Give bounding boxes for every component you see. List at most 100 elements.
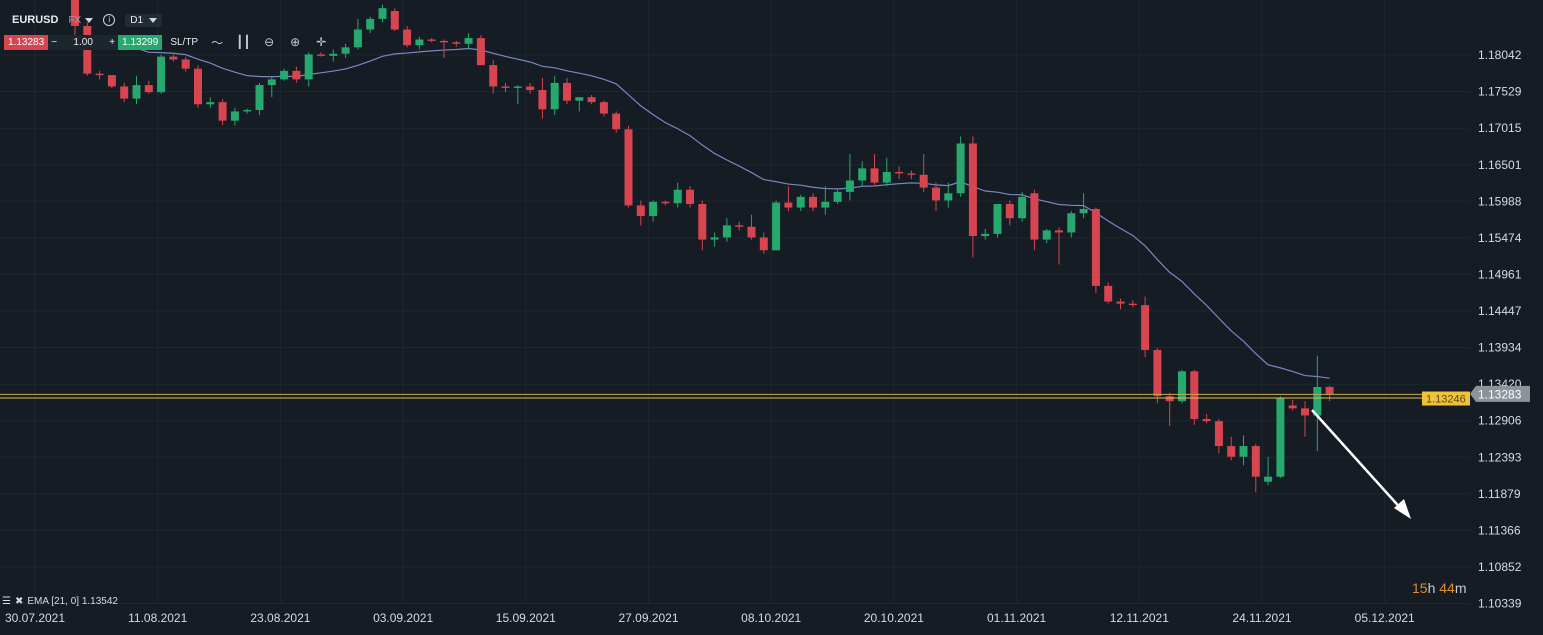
trend-arrow[interactable] [1311,409,1405,513]
candle-body [452,42,461,44]
ask-price-label: 1.13246 [1426,394,1466,406]
candle-body [895,171,904,174]
y-tick-label: 1.13934 [1478,341,1522,355]
candle [366,16,375,34]
candle-body [649,201,658,217]
candles-icon[interactable]: ┃┃ [236,35,251,49]
candle-body [341,47,350,54]
candle [1030,189,1039,251]
candle-body [735,225,744,227]
candle-body [1116,301,1125,304]
candle [833,189,842,204]
x-tick-label: 05.12.2021 [1355,611,1415,625]
candle [895,166,904,180]
y-tick-label: 1.10852 [1478,560,1522,574]
candle [95,70,104,80]
candles [71,0,1334,493]
candle-body [772,202,781,251]
candle [563,77,571,105]
candle-body [464,38,473,44]
info-icon[interactable]: i [103,14,116,26]
candle-body [440,40,448,43]
candle-body [612,113,621,130]
candle [1005,200,1014,226]
candle-body [1202,419,1211,422]
chevron-down-icon[interactable] [85,17,94,23]
candle-body [120,86,129,99]
line-chart-icon[interactable]: 〜 [211,35,224,50]
candle [353,18,362,50]
candle [476,35,485,66]
candle [710,232,719,247]
x-tick-label: 11.08.2021 [128,611,187,625]
candle-body [390,11,399,30]
candle-body [932,187,940,201]
zoom-out-icon[interactable]: ⊖ [264,35,275,49]
candle-body [144,85,153,93]
candle-body [1165,396,1174,402]
candle [169,54,178,62]
candle [809,193,817,212]
candle-body [1325,386,1334,395]
candle-body [981,233,990,237]
sell-button[interactable]: 1.13283 [4,34,49,50]
timeframe-select[interactable]: D1 [125,13,163,27]
candle-body [944,193,953,201]
candle [1214,419,1223,454]
candle [513,85,522,105]
candle-body [784,202,793,208]
candle-body [1190,371,1199,420]
candle [329,49,338,62]
buy-button[interactable]: 1.13299 [118,34,163,50]
candle [181,56,190,72]
candle-body [1178,371,1186,402]
sltp-button[interactable]: SL/TP [170,36,199,48]
ema-line [124,43,1330,379]
candle [870,154,879,185]
increase-lot-button[interactable]: + [106,34,119,50]
market-label: FX [68,14,82,26]
candle-body [1030,193,1039,240]
lot-size-input[interactable]: 1.00 [60,34,107,50]
candle [624,125,633,208]
zoom-in-icon[interactable]: ⊕ [290,35,301,49]
settings-icon[interactable]: ☰ [2,596,11,607]
candle [686,186,694,208]
candle-body [1104,285,1113,302]
candle [71,0,79,37]
y-tick-label: 1.17529 [1478,85,1522,99]
candle [1202,414,1211,424]
y-tick-label: 1.12906 [1478,414,1522,428]
candle [1313,355,1322,452]
candle [858,161,867,187]
candle [526,82,535,94]
candle [107,75,116,88]
candle [341,43,350,59]
candle [132,75,141,105]
candle [440,39,448,59]
symbol-label[interactable]: EURUSD [12,14,59,26]
candle-body [1153,349,1162,397]
candle [636,200,645,226]
y-tick-label: 1.11366 [1478,523,1521,537]
candle-body [550,82,559,110]
candle-body [538,90,547,110]
candle-body [415,39,424,46]
candle-body [218,102,227,121]
trade-panel: 1.13283 − 1.00 + 1.13299 SL/TP 〜 ┃┃ ⊖ ⊕ … [4,34,328,50]
crosshair-icon[interactable]: ✛ [316,35,327,49]
candle-body [563,82,571,101]
x-tick-label: 12.11.2021 [1110,611,1169,625]
decrease-lot-button[interactable]: − [48,34,61,50]
candle [612,111,621,133]
candle-body [329,53,338,56]
y-tick-label: 1.15474 [1478,231,1522,245]
candle [267,75,276,98]
candle-body [919,174,928,188]
candle [722,218,731,242]
candle-body [956,143,965,194]
arrowhead-icon [1394,499,1411,519]
candle-body [71,0,79,26]
close-icon[interactable]: ✖ [14,596,24,607]
